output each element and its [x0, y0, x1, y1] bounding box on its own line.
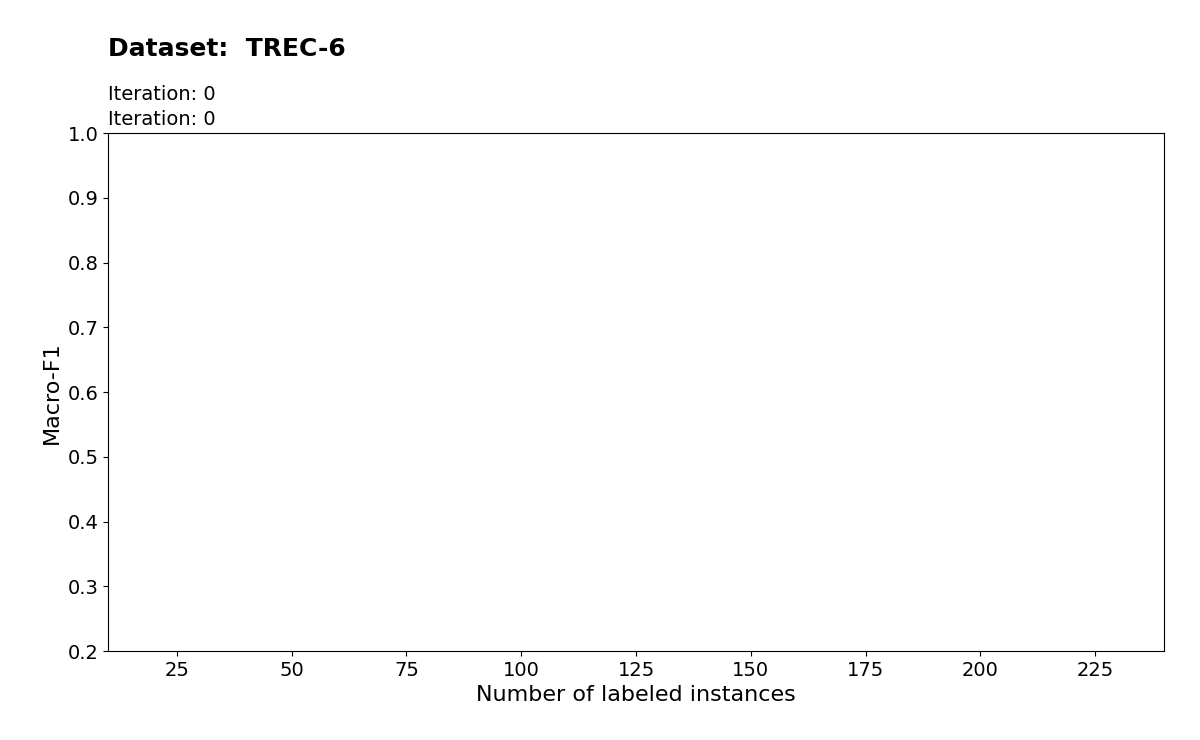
Y-axis label: Macro-F1: Macro-F1	[42, 341, 61, 443]
X-axis label: Number of labeled instances: Number of labeled instances	[476, 685, 796, 705]
Text: Iteration: 0: Iteration: 0	[108, 110, 216, 129]
Text: Dataset:  TREC-6: Dataset: TREC-6	[108, 37, 346, 61]
Text: Iteration: 0: Iteration: 0	[108, 85, 216, 104]
